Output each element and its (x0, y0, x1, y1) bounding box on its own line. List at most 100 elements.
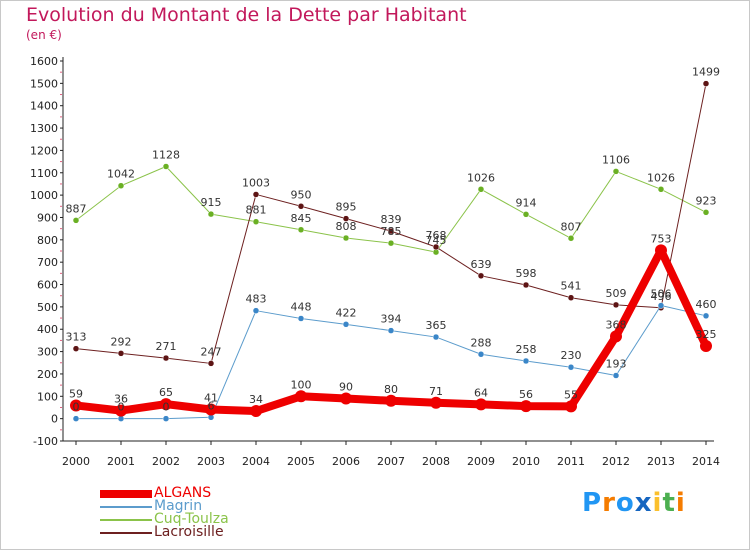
data-label-magrin: 258 (516, 343, 537, 356)
data-point-algans (655, 244, 667, 257)
data-point-algans (250, 405, 262, 418)
legend-label: Lacroisille (154, 524, 224, 540)
data-point-lacroisille (252, 191, 260, 198)
data-label-magrin: 448 (291, 301, 312, 314)
data-label-lacroisille: 247 (201, 345, 222, 358)
y-minor-tick (60, 116, 62, 118)
data-point-algans (520, 400, 532, 413)
data-label-lacroisille: 509 (606, 287, 627, 300)
data-point-magrin (477, 351, 485, 358)
data-point-cuq-toulza (522, 211, 530, 218)
data-point-magrin (657, 302, 665, 309)
data-label-cuq-toulza: 845 (291, 212, 312, 225)
data-point-lacroisille (702, 80, 710, 87)
data-point-cuq-toulza (477, 186, 485, 193)
data-label-algans: 64 (474, 386, 488, 399)
y-tick-label: 900 (37, 211, 58, 224)
data-point-lacroisille (567, 294, 575, 301)
y-minor-tick (60, 205, 62, 207)
y-tick-label: 1200 (30, 144, 58, 157)
data-label-cuq-toulza: 923 (696, 194, 717, 207)
data-point-algans (430, 396, 442, 409)
data-point-magrin (162, 415, 170, 422)
y-minor-tick (60, 272, 62, 274)
data-point-algans (160, 398, 172, 411)
data-point-cuq-toulza (612, 168, 620, 175)
data-point-lacroisille (207, 360, 215, 367)
y-tick-label: 500 (37, 301, 58, 314)
data-point-algans (205, 403, 217, 416)
data-point-magrin (612, 372, 620, 379)
data-point-algans (385, 394, 397, 407)
data-point-lacroisille (612, 301, 620, 309)
data-point-magrin (567, 363, 575, 371)
y-tick-label: 1100 (30, 167, 58, 180)
data-label-cuq-toulza: 807 (561, 220, 582, 233)
data-label-algans: 36 (114, 393, 128, 406)
legend-swatch (100, 532, 152, 534)
data-point-lacroisille (117, 350, 125, 357)
data-label-magrin: 394 (381, 313, 402, 326)
data-point-cuq-toulza (387, 239, 395, 247)
data-point-magrin (252, 307, 260, 314)
y-tick-label: 1500 (30, 77, 58, 90)
y-tick-label: 200 (37, 368, 58, 381)
data-label-lacroisille: 768 (426, 229, 447, 242)
unit-label: (en €) (26, 28, 62, 42)
x-tick-label: 2008 (422, 455, 450, 468)
y-minor-tick (60, 228, 62, 230)
data-label-cuq-toulza: 745 (426, 234, 447, 247)
data-point-algans (70, 399, 82, 412)
data-label-algans: 55 (564, 388, 578, 401)
data-label-magrin: 230 (561, 349, 582, 362)
data-point-lacroisille (477, 272, 485, 280)
y-minor-tick (60, 94, 62, 96)
data-point-algans (340, 392, 352, 405)
data-point-cuq-toulza (297, 226, 305, 234)
data-point-magrin (72, 415, 80, 422)
data-label-cuq-toulza: 881 (246, 204, 267, 217)
y-tick-label: 1400 (30, 100, 58, 113)
data-label-lacroisille: 292 (111, 335, 132, 348)
y-tick-label: -100 (33, 435, 58, 448)
x-tick-label: 2014 (692, 455, 720, 468)
data-point-cuq-toulza (207, 210, 215, 218)
data-label-cuq-toulza: 1026 (467, 171, 495, 184)
y-minor-tick (60, 339, 62, 341)
data-point-lacroisille (297, 203, 305, 210)
y-tick-label: 1300 (30, 122, 58, 135)
y-tick-label: 600 (37, 279, 58, 292)
data-label-lacroisille: 313 (66, 331, 87, 344)
x-tick-label: 2007 (377, 455, 405, 468)
data-point-magrin (432, 333, 440, 341)
data-point-lacroisille (342, 215, 350, 222)
data-label-cuq-toulza: 1128 (152, 149, 180, 162)
data-label-magrin: 460 (696, 298, 717, 311)
data-label-cuq-toulza: 1042 (107, 168, 135, 181)
data-label-algans: 71 (429, 385, 443, 398)
data-label-cuq-toulza: 887 (66, 202, 87, 215)
x-tick-label: 2002 (152, 455, 180, 468)
data-label-lacroisille: 271 (156, 340, 177, 353)
y-minor-tick (60, 138, 62, 140)
data-point-lacroisille (387, 227, 395, 235)
data-label-magrin: 0 (118, 401, 125, 414)
x-tick-label: 2000 (62, 455, 90, 468)
data-point-cuq-toulza (252, 218, 260, 225)
y-minor-tick (60, 429, 62, 431)
legend-swatch (100, 490, 152, 498)
x-tick-label: 2006 (332, 455, 360, 468)
data-point-algans (115, 404, 127, 417)
y-tick-label: 400 (37, 323, 58, 336)
data-label-algans: 368 (606, 318, 627, 331)
y-tick-label: 0 (51, 413, 58, 426)
y-minor-tick (60, 161, 62, 163)
y-tick-label: 800 (37, 234, 58, 247)
y-minor-tick (60, 295, 62, 297)
data-label-algans: 90 (339, 381, 353, 394)
data-point-cuq-toulza (702, 209, 710, 216)
legend-label: Cuq-Toulza (154, 511, 229, 527)
data-label-cuq-toulza: 915 (201, 196, 222, 209)
data-label-magrin: 506 (651, 288, 672, 301)
